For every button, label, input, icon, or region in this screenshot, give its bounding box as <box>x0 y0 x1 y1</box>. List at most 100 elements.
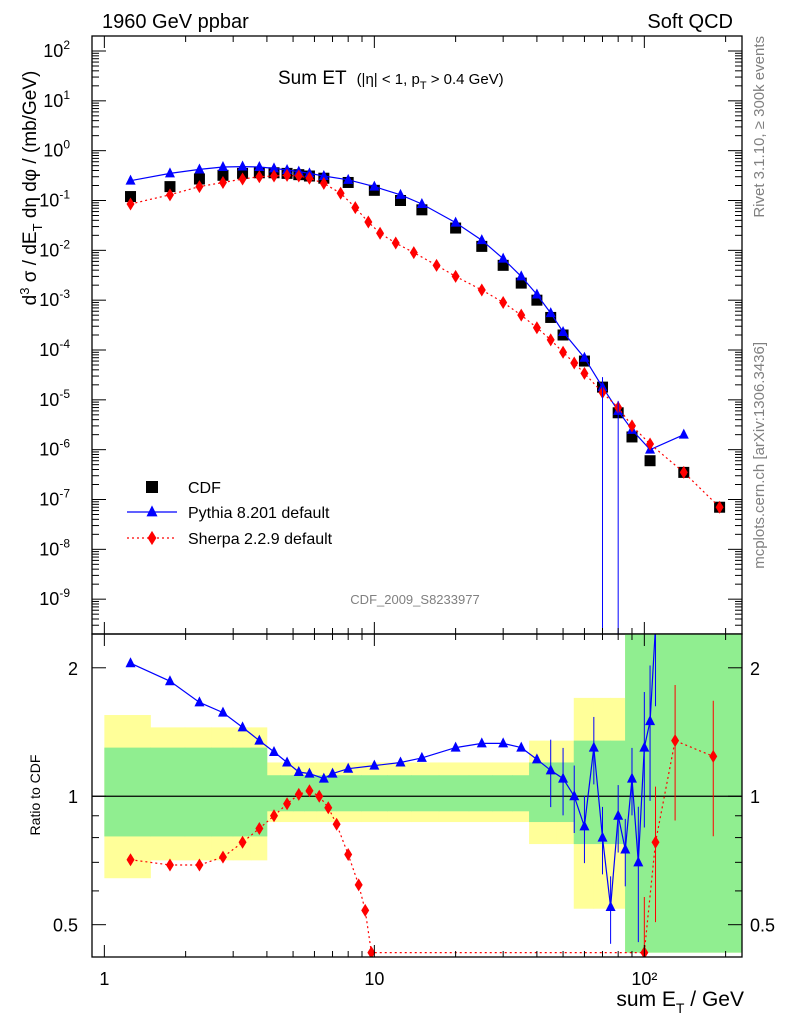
ratio-y-tick-label: 2 <box>68 659 78 679</box>
ratio-band-inner <box>529 762 545 823</box>
mc-point <box>270 169 279 183</box>
ratio-point <box>217 706 228 717</box>
ratio-y-tick-label-right: 1 <box>750 787 760 807</box>
ratio-point <box>498 737 509 748</box>
y-tick-label: 10-2 <box>39 237 70 260</box>
mc-point <box>416 198 427 209</box>
ratio-point <box>569 790 580 801</box>
plot-title: Sum ET (|η| < 1, pT > 0.4 GeV) <box>278 68 504 92</box>
mc-point <box>351 201 360 215</box>
mc-point <box>432 258 441 272</box>
ratio-point <box>238 835 247 849</box>
ratio-band-inner <box>150 747 186 837</box>
mc-point <box>559 345 568 359</box>
mc-point <box>194 163 205 174</box>
mc-point <box>238 172 247 186</box>
mc-point <box>395 188 406 199</box>
ratio-point <box>324 801 333 815</box>
y-tick-label: 10-9 <box>39 586 70 609</box>
mc-point <box>451 269 460 283</box>
mc-point <box>627 419 636 433</box>
mc-point <box>546 333 555 347</box>
mc-point <box>558 325 569 336</box>
legend-marker <box>146 505 158 517</box>
mcplots-label: mcplots.cern.ch [arXiv:1306.3436] <box>751 342 768 569</box>
mc-point <box>570 356 579 370</box>
ratio-band-inner <box>387 775 412 812</box>
mc-point <box>579 351 590 362</box>
mc-point <box>319 176 328 190</box>
mc-point <box>195 180 204 194</box>
ratio-point <box>194 696 205 707</box>
mc-point <box>164 167 175 178</box>
data-point <box>497 259 509 271</box>
ratio-point <box>255 822 264 836</box>
ratio-plot-area <box>92 634 742 957</box>
ratio-band-inner <box>492 775 513 812</box>
ratio-point <box>218 850 227 864</box>
plot-title-cuts: (|η| < 1, p <box>357 71 420 88</box>
legend-label: Sherpa 2.2.9 default <box>188 531 333 548</box>
y-tick-label: 10-4 <box>39 337 70 360</box>
ratio-band-inner <box>232 747 252 837</box>
mc-point <box>409 246 418 260</box>
data-point <box>395 195 407 207</box>
ratio-point <box>164 675 175 686</box>
ratio-point <box>651 835 660 849</box>
data-point <box>644 455 656 467</box>
mc-point <box>477 283 486 297</box>
mc-point <box>715 500 724 514</box>
series-line <box>130 174 721 508</box>
mc-point <box>318 170 329 181</box>
mc-point <box>531 288 542 299</box>
mc-point <box>679 465 688 479</box>
ratio-point <box>597 831 608 842</box>
mc-point <box>499 295 508 309</box>
ratio-point <box>304 767 315 778</box>
legend-marker <box>147 530 157 546</box>
ratio-point <box>620 843 631 854</box>
ratio-point <box>332 817 341 831</box>
ratio-point <box>476 737 487 748</box>
ratio-point <box>270 809 279 823</box>
ratio-point <box>283 797 292 811</box>
mc-point <box>294 169 303 183</box>
ratio-point <box>315 789 324 803</box>
series-line <box>130 165 685 451</box>
ratio-point <box>367 946 376 957</box>
y-tick-label: 100 <box>43 138 70 161</box>
ratio-plot-panel: 0.5 0.5 1 1 2 2 <box>53 633 775 958</box>
data-point <box>193 173 205 185</box>
series-sherpa <box>126 168 724 514</box>
x-tick-label: 10² <box>631 969 657 989</box>
ratio-band-inner <box>438 775 470 812</box>
ratio-point <box>361 903 370 917</box>
mc-point <box>217 161 228 172</box>
ratio-point <box>416 751 427 762</box>
ratio-band-inner <box>701 634 742 953</box>
ratio-y-tick-label-right: 0.5 <box>750 916 775 936</box>
ratio-frame <box>91 633 743 958</box>
y-tick-label: 10-8 <box>39 536 70 559</box>
ratio-band-inner <box>316 775 337 812</box>
mc-point <box>336 186 345 200</box>
rivet-label: Rivet 3.1.10, ≥ 300k events <box>751 36 768 218</box>
legend: CDF Pythia 8.201 default Sherpa 2.2.9 defa… <box>127 480 333 548</box>
ratio-band-inner <box>468 775 494 812</box>
ratio-point <box>450 741 461 752</box>
ratio-point <box>294 787 303 801</box>
mc-point <box>125 174 136 185</box>
y-tick-label: 10-7 <box>39 487 70 510</box>
mc-point <box>218 175 227 189</box>
mc-point <box>391 236 400 250</box>
ratio-band-inner <box>666 634 703 953</box>
legend-label: CDF <box>188 480 221 497</box>
ratio-point <box>645 715 656 726</box>
ratio-point <box>639 741 650 752</box>
ratio-point <box>613 809 624 820</box>
main-plot-area <box>125 160 726 634</box>
ratio-band-inner <box>512 775 530 812</box>
mc-point <box>343 173 354 184</box>
ratio-band-inner <box>625 634 642 953</box>
ratio-point <box>354 878 363 892</box>
